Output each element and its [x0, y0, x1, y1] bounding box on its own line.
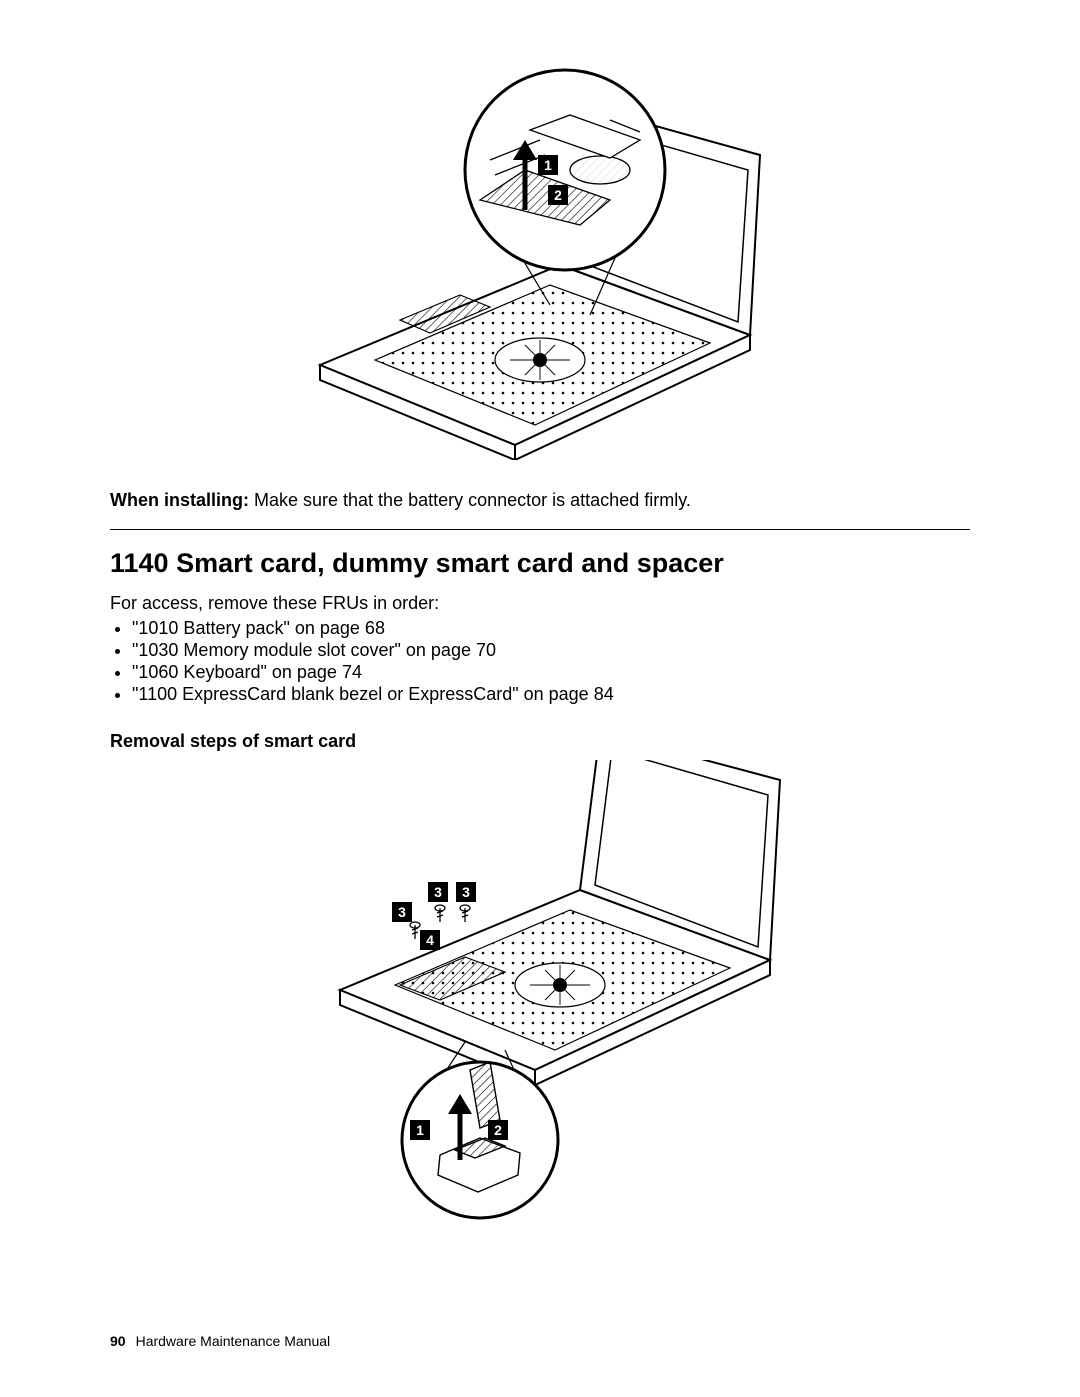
install-note-text: Make sure that the battery connector is … [249, 490, 691, 510]
callout-2: 2 [554, 187, 562, 203]
fru-item: "1060 Keyboard" on page 74 [132, 662, 970, 683]
removal-subhead: Removal steps of smart card [110, 731, 970, 752]
section-heading: 1140 Smart card, dummy smart card and sp… [110, 548, 970, 579]
callout-3a: 3 [398, 904, 406, 920]
install-note-lead: When installing: [110, 490, 249, 510]
fru-item: "1010 Battery pack" on page 68 [132, 618, 970, 639]
callout-b1: 1 [416, 1122, 424, 1138]
page-number: 90 [110, 1333, 126, 1349]
page: 1 2 When installing: Make sure that the … [0, 0, 1080, 1397]
fru-item: "1030 Memory module slot cover" on page … [132, 640, 970, 661]
callout-3b: 3 [434, 884, 442, 900]
fru-item: "1100 ExpressCard blank bezel or Express… [132, 684, 970, 705]
section-intro: For access, remove these FRUs in order: [110, 593, 970, 614]
figure-bottom: 3 3 3 4 [110, 760, 970, 1220]
figure-top: 1 2 [110, 60, 970, 460]
callout-4: 4 [426, 932, 434, 948]
install-note: When installing: Make sure that the batt… [110, 490, 970, 511]
fru-list: "1010 Battery pack" on page 68 "1030 Mem… [110, 618, 970, 705]
callout-b2: 2 [494, 1122, 502, 1138]
callout-3c: 3 [462, 884, 470, 900]
footer-text: Hardware Maintenance Manual [136, 1333, 331, 1349]
callout-1: 1 [544, 157, 552, 173]
page-footer: 90 Hardware Maintenance Manual [110, 1333, 330, 1349]
section-rule [110, 529, 970, 530]
